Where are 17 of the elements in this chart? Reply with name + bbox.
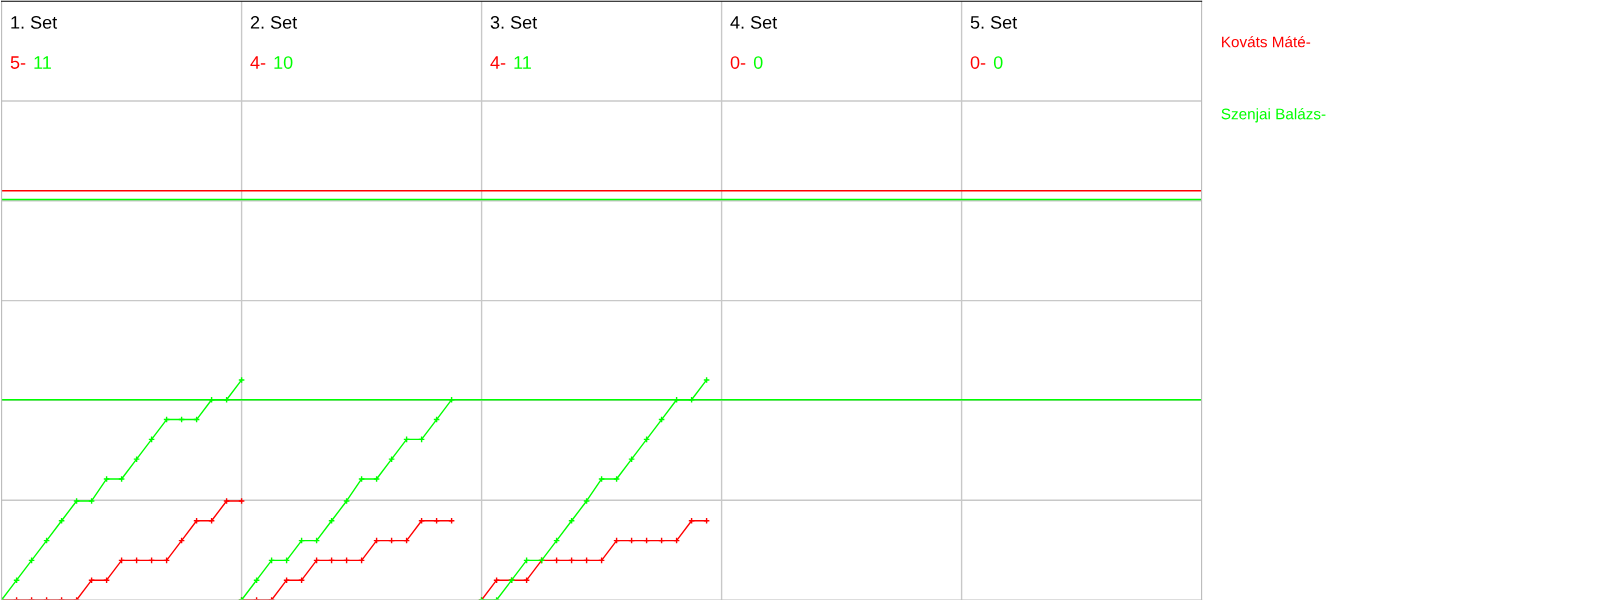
text: 4-	[250, 56, 266, 69]
text: 1. Set	[11, 16, 58, 29]
text: 5. Set	[970, 16, 1018, 29]
text: 11	[514, 56, 531, 69]
text: 3. Set	[490, 16, 538, 29]
text: 10	[274, 56, 293, 69]
text: 0-	[970, 56, 986, 69]
text: 11	[34, 56, 51, 69]
text: 2. Set	[250, 16, 298, 29]
text: Szenjai Balázs-	[1221, 107, 1326, 123]
text: 4. Set	[730, 16, 778, 29]
text: 0-	[730, 56, 746, 69]
text: 0	[993, 56, 1003, 69]
text: Kováts Máté-	[1222, 35, 1311, 48]
text: 4-	[490, 56, 506, 69]
text: 0	[753, 56, 763, 69]
text: 5-	[10, 56, 26, 69]
